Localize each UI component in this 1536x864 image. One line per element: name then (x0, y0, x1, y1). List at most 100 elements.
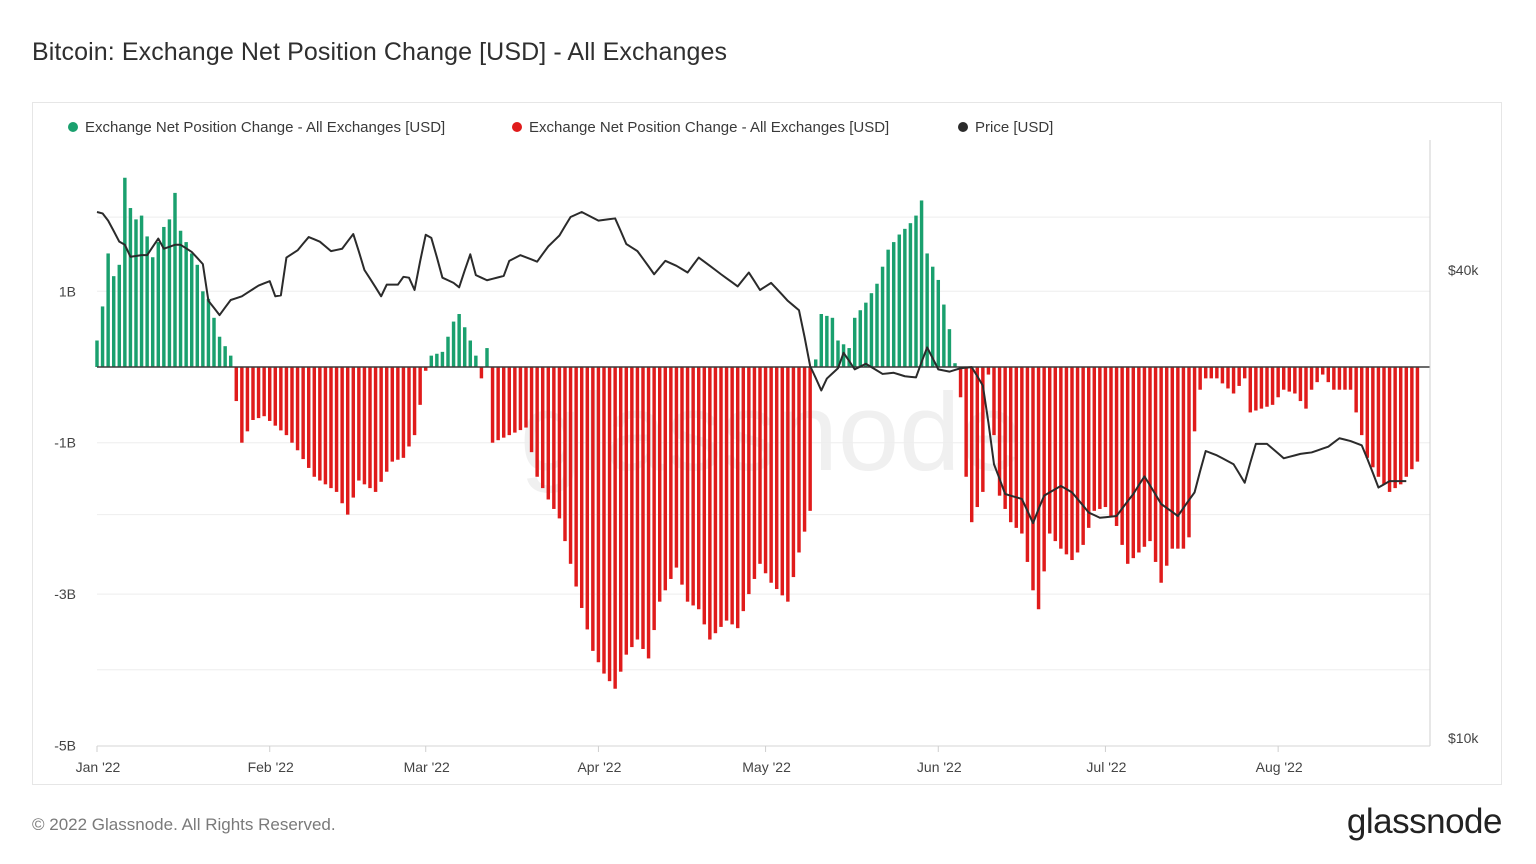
bar (875, 283, 879, 367)
bar (914, 215, 918, 367)
x-tick-label: May '22 (742, 759, 791, 775)
bar (279, 367, 283, 431)
bar (351, 367, 356, 498)
bar (201, 291, 205, 367)
bar (830, 317, 835, 368)
bar (847, 348, 851, 367)
bar (780, 367, 785, 596)
bar (1170, 367, 1175, 549)
bar (540, 367, 545, 489)
bar (836, 340, 840, 367)
y-left-tick-label: 1B (59, 283, 76, 299)
bar (373, 367, 378, 492)
legend-item-outflow[interactable]: Exchange Net Position Change - All Excha… (512, 117, 889, 137)
legend-label: Exchange Net Position Change - All Excha… (529, 118, 890, 136)
bar (401, 367, 406, 458)
bar (1298, 367, 1303, 402)
bar (1059, 367, 1063, 549)
bar (418, 367, 422, 405)
y-right-tick-label: $40k (1448, 262, 1479, 278)
bar (501, 367, 506, 438)
bar (1120, 367, 1124, 545)
bar (919, 200, 924, 367)
legend-item-inflow[interactable]: Exchange Net Position Change - All Excha… (68, 117, 445, 137)
bar (1181, 367, 1186, 549)
bar (1337, 367, 1342, 390)
bar (1053, 367, 1058, 542)
x-tick-label: Jan '22 (76, 759, 121, 775)
y-left-tick-label: -1B (54, 435, 76, 451)
bar (429, 355, 434, 367)
bar (691, 367, 695, 606)
bar (251, 367, 255, 420)
bar (518, 367, 523, 431)
bar (390, 367, 395, 462)
bar (969, 367, 974, 523)
bar (295, 367, 300, 451)
bar (490, 367, 495, 443)
legend-dot-icon (512, 122, 522, 132)
bar (318, 367, 322, 481)
bar (529, 367, 534, 453)
bar (301, 367, 305, 460)
bar (1398, 367, 1403, 485)
bar (162, 226, 166, 367)
bar (524, 367, 528, 428)
bar (1315, 367, 1319, 383)
bar (357, 367, 361, 481)
bar (446, 336, 450, 367)
bar (958, 367, 963, 398)
bar (618, 367, 623, 672)
legend-item-price[interactable]: Price [USD] (958, 117, 1053, 137)
page-title: Bitcoin: Exchange Net Position Change [U… (32, 38, 728, 66)
bar (178, 230, 183, 367)
bar (117, 264, 122, 368)
bar (457, 314, 461, 367)
bar (635, 367, 640, 640)
bar (195, 264, 200, 368)
bar (964, 367, 968, 477)
bar (674, 367, 679, 568)
bar (1293, 367, 1297, 394)
bar (150, 257, 155, 368)
bar (791, 367, 796, 578)
bar (1003, 367, 1007, 509)
bar (752, 367, 757, 579)
y-left-tick-label: -5B (54, 738, 76, 754)
bar (852, 317, 857, 368)
bar (167, 219, 172, 367)
bar (741, 367, 746, 612)
bar (735, 367, 740, 629)
bar (474, 355, 478, 367)
bar (1203, 367, 1208, 379)
x-tick-label: Aug '22 (1256, 759, 1303, 775)
bar (345, 367, 350, 515)
bar (1309, 367, 1314, 390)
bar (596, 367, 601, 663)
bar (1036, 367, 1041, 610)
bar (1276, 367, 1280, 398)
bar (1320, 367, 1325, 375)
bar (1164, 367, 1169, 566)
bar (897, 234, 902, 367)
bar (685, 367, 690, 602)
bar (106, 253, 110, 367)
bar (340, 367, 344, 504)
bar (630, 367, 634, 648)
chart-frame (32, 102, 1502, 785)
bar (240, 367, 244, 443)
bar (1114, 367, 1119, 526)
bar (1410, 367, 1414, 470)
bar (769, 367, 773, 583)
glassnode-logo[interactable]: glassnode (1346, 802, 1503, 841)
bar (95, 340, 99, 367)
bar (245, 367, 250, 432)
bar (1404, 367, 1409, 477)
bar (825, 315, 829, 367)
bar (1153, 367, 1158, 562)
bar (786, 367, 790, 602)
bar (1086, 367, 1091, 528)
bar (719, 367, 723, 627)
bar (128, 208, 133, 367)
bar (1070, 367, 1074, 561)
